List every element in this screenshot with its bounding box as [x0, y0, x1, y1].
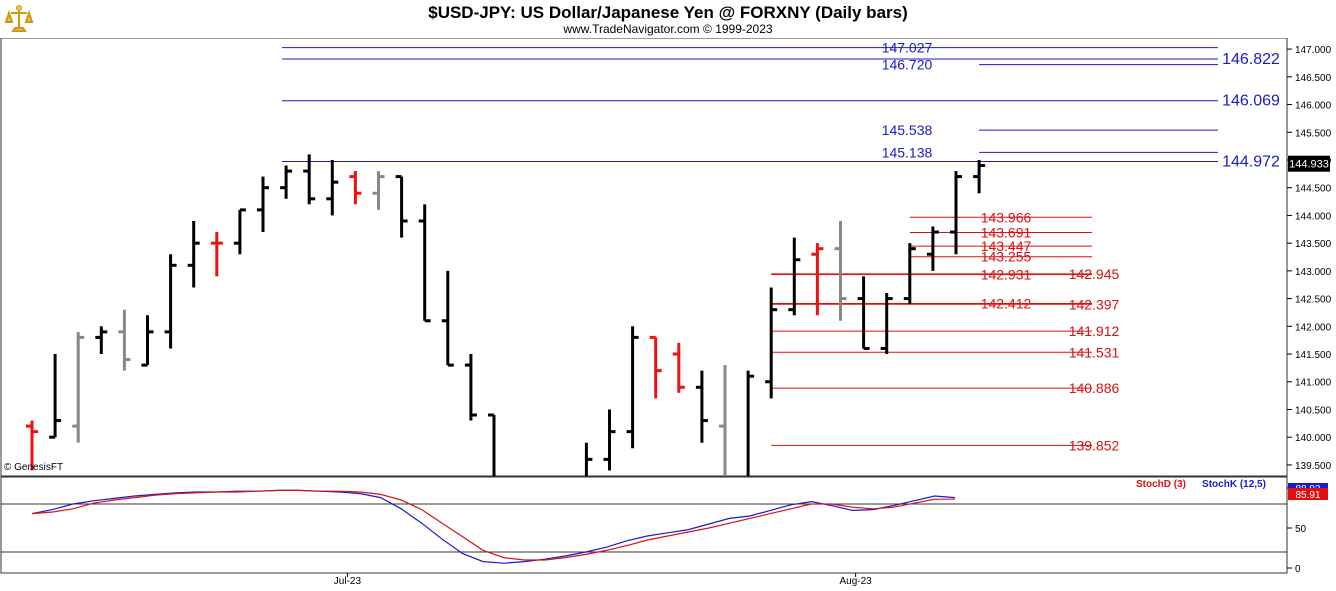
level-label: 140.886	[1069, 380, 1120, 396]
y-tick-label: 141.500	[1295, 350, 1332, 361]
level-label: 142.412	[981, 295, 1032, 311]
y-tick-label: 146.000	[1295, 101, 1332, 112]
level-label: 147.027	[882, 40, 933, 56]
stochd-last-value: 85.91	[1295, 490, 1320, 501]
trade-navigator-logo-icon	[4, 3, 34, 35]
price-axis: 147.000146.500146.000145.500145.000144.5…	[1287, 45, 1332, 472]
y-tick-label: 147.000	[1295, 45, 1332, 56]
stoch-y-tick-label: 50	[1295, 524, 1307, 535]
stoch-last-tags: 88.9385.91	[1288, 483, 1328, 501]
level-label: 141.531	[1069, 344, 1120, 360]
stoch-legend: StochD (3) StochK (12,5)	[1136, 479, 1266, 490]
level-label: 146.822	[1222, 51, 1280, 68]
chart-subtitle: www.TradeNavigator.com © 1999-2023	[563, 22, 773, 36]
y-tick-label: 146.500	[1295, 73, 1332, 84]
stoch-y-tick-label: 0	[1295, 564, 1301, 575]
level-label: 145.538	[882, 122, 933, 138]
y-tick-label: 144.000	[1295, 211, 1332, 222]
level-label: 141.912	[1069, 323, 1120, 339]
y-tick-label: 139.500	[1295, 461, 1332, 472]
chart-title: $USD-JPY: US Dollar/Japanese Yen @ FORXN…	[428, 3, 908, 22]
level-label: 143.691	[981, 225, 1032, 241]
level-label: 146.720	[882, 57, 933, 73]
last-price-box	[1288, 155, 1330, 172]
x-tick-label: Jul-23	[334, 576, 362, 587]
level-label: 142.931	[981, 267, 1032, 283]
level-label: 139.852	[1069, 437, 1120, 453]
x-tick-label: Aug-23	[839, 576, 872, 587]
last-price-value: 144.933	[1289, 159, 1329, 171]
stoch-legend-entry: StochD (3)	[1136, 479, 1186, 490]
y-tick-label: 142.000	[1295, 322, 1332, 333]
level-label: 142.945	[1069, 266, 1120, 282]
level-label: 143.255	[981, 249, 1032, 265]
price-levels: 147.027 146.822 146.720 146.069 145.538 145.1…	[282, 40, 1280, 453]
y-tick-label: 142.500	[1295, 295, 1332, 306]
stoch-series-line	[31, 489, 956, 564]
y-tick-label: 141.000	[1295, 378, 1332, 389]
price-bars	[26, 154, 986, 476]
last-price-tag: 144.933	[1288, 155, 1330, 172]
stoch-panel-frame	[0, 476, 1288, 574]
y-tick-label: 143.500	[1295, 239, 1332, 250]
stochd-last-box	[1288, 488, 1328, 500]
y-tick-label: 143.000	[1295, 267, 1332, 278]
level-label: 145.138	[882, 144, 933, 160]
level-label: 144.972	[1222, 154, 1280, 171]
y-tick-label: 145.500	[1295, 128, 1332, 139]
y-tick-label: 144.500	[1295, 184, 1332, 195]
stoch-lines	[31, 489, 956, 564]
level-label: 146.069	[1222, 93, 1280, 110]
stoch-grid	[1, 503, 1287, 553]
stoch-series-line	[31, 489, 955, 561]
y-tick-label: 140.500	[1295, 405, 1332, 416]
watermark: © GenesisFT	[4, 462, 64, 473]
level-label: 143.447	[981, 238, 1032, 254]
chart-header: $USD-JPY: US Dollar/Japanese Yen @ FORXN…	[0, 0, 1336, 38]
x-axis: Jul-23 Aug-23	[334, 573, 872, 587]
level-label: 143.966	[981, 209, 1032, 225]
level-label: 142.397	[1069, 296, 1120, 312]
y-tick-label: 140.000	[1295, 433, 1332, 444]
stoch-legend-entry: StochK (12,5)	[1202, 479, 1266, 490]
